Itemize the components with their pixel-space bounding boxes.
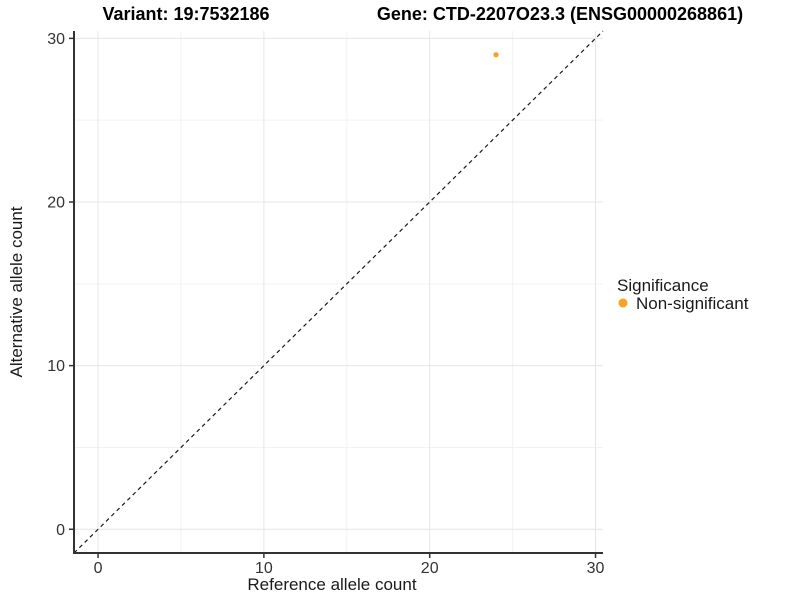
- gene-title: Gene: CTD-2207O23.3 (ENSG00000268861): [377, 4, 743, 24]
- axis-tick-marks: [69, 37, 597, 558]
- legend: Significance Non-significant: [617, 276, 749, 313]
- identity-line: [73, 30, 604, 554]
- x-tick-label: 30: [587, 560, 605, 577]
- y-tick-label: 0: [56, 522, 65, 539]
- legend-title: Significance: [617, 276, 709, 295]
- y-tick-label: 30: [47, 31, 65, 48]
- x-tick-label: 20: [421, 560, 439, 577]
- minor-gridlines: [74, 31, 603, 553]
- axis-tick-labels: 0 10 20 30 0 10 20 30: [47, 31, 604, 577]
- x-axis-title: Reference allele count: [247, 575, 416, 594]
- y-tick-label: 20: [47, 195, 65, 212]
- y-tick-label: 10: [47, 358, 65, 375]
- axis-lines: [73, 31, 603, 554]
- x-tick-label: 10: [255, 560, 273, 577]
- variant-title: Variant: 19:7532186: [102, 4, 269, 24]
- data-point-non-significant: [493, 52, 499, 58]
- x-tick-label: 0: [94, 560, 103, 577]
- y-axis-title: Alternative allele count: [7, 206, 26, 377]
- major-gridlines: [74, 31, 603, 553]
- legend-entry-label: Non-significant: [636, 294, 749, 313]
- legend-key-dot: [618, 298, 628, 308]
- data-points: [493, 52, 499, 58]
